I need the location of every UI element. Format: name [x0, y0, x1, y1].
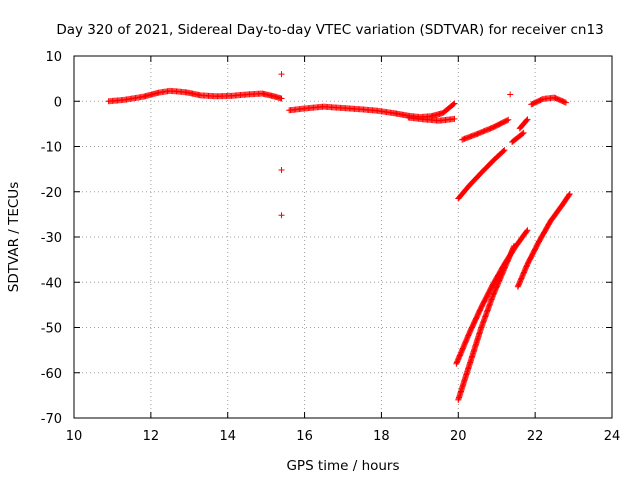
x-tick-label: 22: [527, 429, 544, 444]
y-tick-label: -30: [41, 231, 62, 246]
y-tick-label: -10: [41, 141, 62, 156]
data-point: [523, 228, 530, 235]
y-tick-label: -50: [41, 322, 62, 337]
series-arc-9: [455, 243, 518, 403]
series-arc-3: [405, 114, 458, 124]
data-point: [566, 192, 573, 199]
x-tick-label: 18: [373, 429, 390, 444]
data-point: [278, 71, 285, 78]
y-tick-label: 10: [45, 50, 62, 65]
series-arc-11: [514, 191, 573, 290]
series-arc-10: [453, 227, 531, 367]
series-arc-5: [516, 116, 531, 132]
x-tick-label: 20: [450, 429, 467, 444]
x-tick-label: 10: [66, 429, 83, 444]
data-point: [451, 115, 458, 122]
x-tick-label: 12: [143, 429, 160, 444]
x-tick-label: 24: [604, 429, 621, 444]
chart-title: Day 320 of 2021, Sidereal Day-to-day VTE…: [56, 22, 603, 38]
data-points: [105, 71, 573, 403]
series-arc-6: [528, 94, 569, 108]
x-axis-label: GPS time / hours: [286, 458, 399, 474]
data-point: [278, 212, 285, 219]
x-tick-label: 14: [219, 429, 236, 444]
series-arc-7: [455, 147, 508, 202]
y-tick-label: -70: [41, 412, 62, 427]
data-point: [504, 117, 511, 124]
series-arc-4: [459, 116, 512, 143]
data-point: [501, 147, 508, 154]
data-point: [500, 147, 507, 154]
data-point: [523, 117, 530, 124]
y-axis-label: SDTVAR / TECUs: [6, 182, 22, 292]
axis-ticks: 10 12 14 16 18 20 22 24 10 0 -10 -20 -30 -40 -50 -60 -70: [41, 50, 621, 444]
series-arc-2: [286, 100, 458, 121]
data-point: [524, 227, 531, 234]
y-tick-label: -60: [41, 367, 62, 382]
x-tick-label: 16: [296, 429, 313, 444]
series-arc-8: [509, 129, 527, 145]
series-arc-1: [105, 87, 285, 105]
data-point: [520, 129, 527, 136]
data-point: [507, 91, 514, 98]
y-tick-label: 0: [54, 95, 62, 110]
data-point: [451, 100, 458, 107]
y-tick-label: -20: [41, 186, 62, 201]
data-point: [566, 191, 573, 198]
data-point: [278, 95, 285, 102]
data-point: [562, 99, 569, 106]
data-point: [450, 101, 457, 108]
y-tick-label: -40: [41, 276, 62, 291]
data-point: [524, 116, 531, 123]
data-point: [505, 116, 512, 123]
data-point: [519, 130, 526, 137]
series-isolated: [278, 71, 514, 219]
data-point: [278, 167, 285, 174]
